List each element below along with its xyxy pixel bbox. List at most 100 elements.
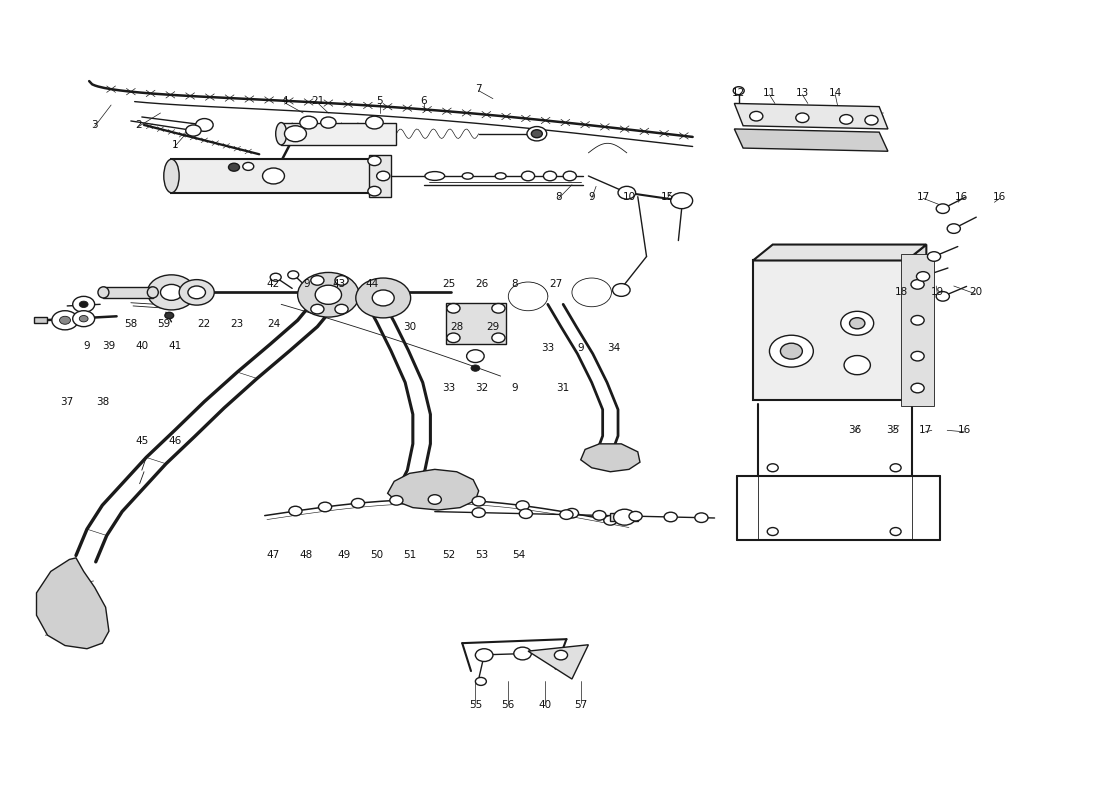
Circle shape — [947, 224, 960, 234]
Text: 50: 50 — [370, 550, 383, 561]
Polygon shape — [36, 558, 109, 649]
Text: 39: 39 — [102, 341, 116, 350]
Circle shape — [73, 310, 95, 326]
Text: 34: 34 — [607, 343, 620, 353]
Circle shape — [311, 276, 324, 285]
Circle shape — [565, 509, 579, 518]
Text: 29: 29 — [486, 322, 499, 332]
Text: 36: 36 — [848, 426, 861, 435]
Circle shape — [519, 509, 532, 518]
Bar — [282, 122, 396, 145]
Circle shape — [768, 464, 778, 472]
Bar — [103, 286, 153, 298]
Circle shape — [79, 315, 88, 322]
Text: 3: 3 — [91, 120, 98, 130]
Circle shape — [73, 296, 95, 312]
Circle shape — [428, 494, 441, 504]
Text: 28: 28 — [450, 322, 463, 332]
Text: 13: 13 — [795, 88, 808, 98]
Circle shape — [936, 291, 949, 301]
Text: 9: 9 — [84, 341, 90, 350]
Text: 40: 40 — [135, 341, 149, 350]
Text: 2: 2 — [135, 120, 142, 130]
Text: 44: 44 — [365, 279, 378, 290]
Text: 22: 22 — [198, 319, 211, 330]
Circle shape — [334, 304, 348, 314]
Circle shape — [768, 527, 778, 535]
Circle shape — [839, 114, 853, 124]
Text: 52: 52 — [442, 550, 455, 561]
Text: 41: 41 — [168, 341, 182, 350]
Circle shape — [629, 511, 642, 521]
Text: 42: 42 — [267, 279, 280, 290]
Text: 16: 16 — [958, 426, 971, 435]
Text: 57: 57 — [574, 699, 587, 710]
Circle shape — [527, 126, 547, 141]
Polygon shape — [735, 103, 888, 129]
Text: 56: 56 — [502, 699, 515, 710]
Circle shape — [472, 497, 485, 506]
Bar — [172, 159, 374, 193]
Circle shape — [351, 498, 364, 508]
Text: 12: 12 — [733, 88, 746, 98]
Text: 48: 48 — [300, 550, 313, 561]
Text: 9: 9 — [588, 192, 595, 202]
Circle shape — [865, 115, 878, 125]
Circle shape — [367, 156, 381, 166]
Circle shape — [471, 365, 480, 371]
Text: 5: 5 — [376, 96, 383, 106]
Circle shape — [554, 650, 568, 660]
Circle shape — [188, 286, 206, 298]
Circle shape — [844, 355, 870, 374]
Text: 9: 9 — [578, 343, 584, 353]
Circle shape — [466, 350, 484, 362]
Bar — [368, 155, 390, 197]
Polygon shape — [581, 444, 640, 472]
Text: 54: 54 — [513, 550, 526, 561]
Polygon shape — [528, 645, 588, 679]
Circle shape — [521, 171, 535, 181]
Circle shape — [750, 111, 763, 121]
Text: 46: 46 — [168, 437, 182, 446]
Text: 21: 21 — [311, 96, 324, 106]
Text: 18: 18 — [894, 287, 908, 298]
Circle shape — [508, 282, 548, 310]
Circle shape — [911, 280, 924, 289]
Text: 31: 31 — [557, 383, 570, 393]
Text: 16: 16 — [993, 192, 1007, 202]
Circle shape — [769, 335, 813, 367]
Circle shape — [664, 512, 678, 522]
Circle shape — [890, 464, 901, 472]
Text: 33: 33 — [442, 383, 455, 393]
Text: 25: 25 — [442, 279, 455, 290]
Circle shape — [795, 113, 808, 122]
Circle shape — [79, 301, 88, 307]
Text: 26: 26 — [475, 279, 488, 290]
Circle shape — [911, 351, 924, 361]
Circle shape — [300, 116, 318, 129]
Circle shape — [604, 515, 617, 525]
Circle shape — [179, 280, 214, 305]
Circle shape — [165, 312, 174, 318]
Text: 27: 27 — [549, 279, 562, 290]
Circle shape — [475, 678, 486, 686]
Circle shape — [916, 272, 930, 282]
Circle shape — [243, 162, 254, 170]
Circle shape — [734, 86, 745, 94]
Circle shape — [298, 273, 359, 317]
Circle shape — [780, 343, 802, 359]
Circle shape — [911, 383, 924, 393]
Bar — [34, 317, 47, 323]
Circle shape — [316, 285, 341, 304]
Text: 1: 1 — [172, 140, 178, 150]
Circle shape — [492, 303, 505, 313]
Ellipse shape — [495, 173, 506, 179]
Circle shape — [531, 130, 542, 138]
Text: 24: 24 — [267, 319, 280, 330]
Circle shape — [271, 274, 282, 282]
Text: 30: 30 — [403, 322, 416, 332]
Text: 40: 40 — [538, 699, 551, 710]
Text: 20: 20 — [969, 287, 982, 298]
Text: 6: 6 — [420, 96, 427, 106]
Text: 47: 47 — [267, 550, 280, 561]
